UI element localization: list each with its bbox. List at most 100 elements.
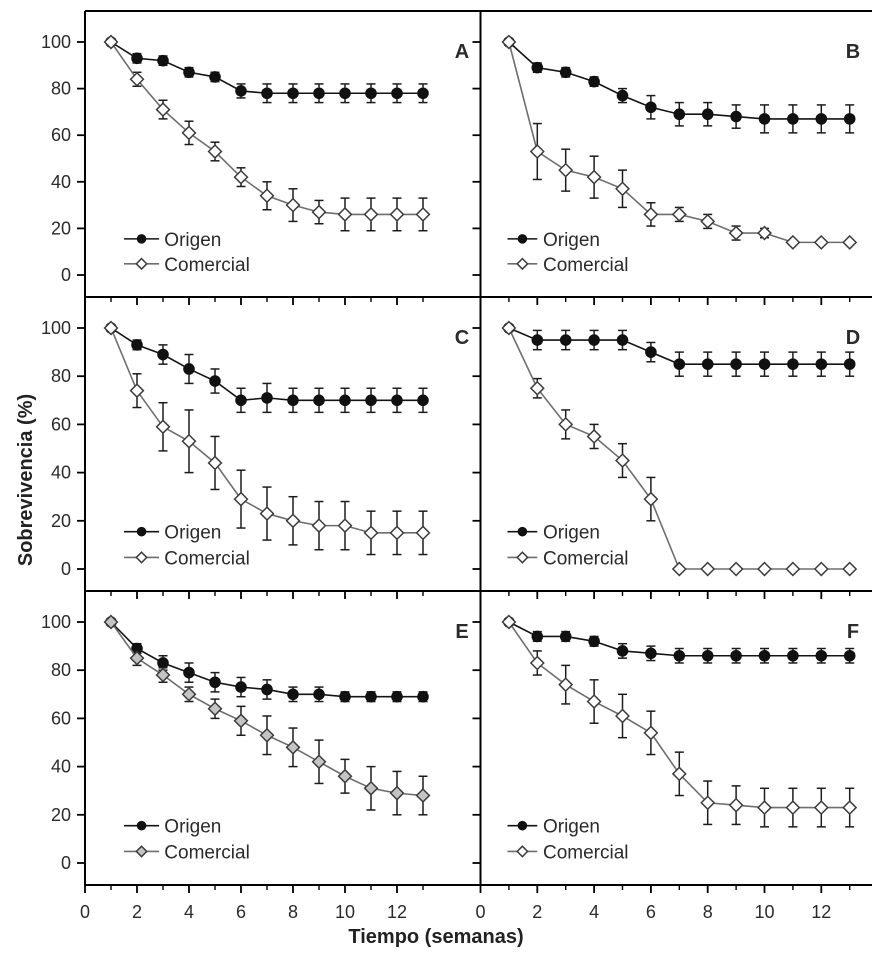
data-point-comercial [671,206,687,222]
data-point-comercial [155,102,171,118]
data-point-comercial [615,708,630,724]
data-point-comercial [757,561,772,577]
data-point-origen [183,66,195,79]
panel-letter: D [846,327,860,349]
data-point-comercial [129,71,145,87]
y-tick-label: 40 [51,757,71,777]
data-point-comercial [586,694,602,709]
legend-label: Comercial [164,842,250,863]
data-point-origen [843,358,856,370]
y-axis-title: Sobrevivencia (%) [15,394,37,566]
data-point-comercial [311,204,327,220]
data-point-origen [588,334,600,346]
data-point-origen [758,113,771,125]
data-point-comercial [311,754,327,770]
data-point-origen [588,635,600,648]
data-point-comercial [389,785,405,801]
x-tick-label: 4 [184,902,194,922]
y-tick-label: 20 [51,218,71,238]
data-point-origen [209,375,221,387]
data-point-origen [183,666,195,679]
data-point-comercial [103,34,119,50]
data-point-origen [339,394,351,407]
data-point-comercial [233,169,249,185]
legend-marker [136,526,147,537]
data-point-origen [559,66,572,79]
data-point-comercial [700,213,716,229]
data-point-origen [313,688,325,701]
data-point-origen [645,101,657,114]
data-point-origen [730,649,742,662]
legend-marker [517,234,528,244]
data-point-comercial [558,677,574,693]
x-tick-label: 10 [754,902,774,922]
data-point-origen [261,683,273,696]
data-point-comercial [363,780,379,796]
data-point-origen [730,358,742,370]
data-point-comercial [671,766,687,782]
legend-marker [517,820,528,831]
data-point-origen [559,630,572,643]
data-point-origen [787,113,799,125]
x-tick-label: 12 [387,902,407,922]
panel-letter: B [846,41,860,63]
y-tick-label: 0 [61,853,71,873]
data-point-comercial [529,380,545,396]
legend-marker [135,257,148,271]
data-point-origen [235,394,247,407]
y-tick-label: 40 [51,463,71,483]
data-point-origen [616,334,629,346]
data-point-origen [843,113,856,125]
y-tick-label: 0 [61,265,71,285]
data-point-origen [531,630,544,643]
panels-group: 100806040200OrigenComercialAOrigenComerc… [41,10,872,922]
legend-marker [136,234,147,244]
data-point-comercial [785,234,801,250]
data-point-origen [287,394,299,407]
y-tick-label: 100 [41,32,71,52]
data-point-comercial [643,725,659,741]
y-tick-label: 80 [51,660,71,680]
data-point-comercial [389,206,405,222]
data-point-origen [339,87,351,100]
data-point-comercial [181,433,197,449]
data-point-comercial [259,506,275,522]
y-tick-label: 60 [51,125,71,145]
data-point-comercial [586,169,602,185]
y-tick-label: 100 [41,318,71,338]
data-point-comercial [558,162,574,178]
data-point-comercial [363,525,379,541]
series-line-comercial [110,621,424,797]
panel-letter: E [455,621,468,643]
data-point-comercial [501,34,517,50]
data-point-origen [616,645,629,657]
panel-letter: F [847,621,859,643]
legend-label: Comercial [543,548,629,569]
x-tick-label: 8 [703,902,713,922]
data-point-comercial [615,453,630,469]
x-tick-label: 6 [236,902,246,922]
data-point-comercial [337,206,353,222]
x-tick-label: 6 [646,902,656,922]
y-tick-label: 20 [51,805,71,825]
x-tick-label: 2 [132,902,142,922]
data-point-comercial [842,234,858,250]
data-point-comercial [415,206,431,222]
data-point-comercial [155,667,171,683]
data-point-comercial [615,181,630,197]
data-point-comercial [207,144,223,159]
data-point-origen [701,649,714,662]
data-point-origen [287,688,299,701]
data-point-comercial [757,800,772,816]
legend-marker [136,820,147,831]
data-point-origen [183,363,195,375]
y-tick-label: 100 [41,612,71,632]
data-point-origen [391,690,403,703]
y-tick-label: 20 [51,511,71,531]
data-point-origen [365,87,377,100]
legend-label: Comercial [543,255,629,276]
y-tick-label: 40 [51,172,71,192]
data-point-comercial [207,455,223,471]
y-tick-label: 0 [61,559,71,579]
